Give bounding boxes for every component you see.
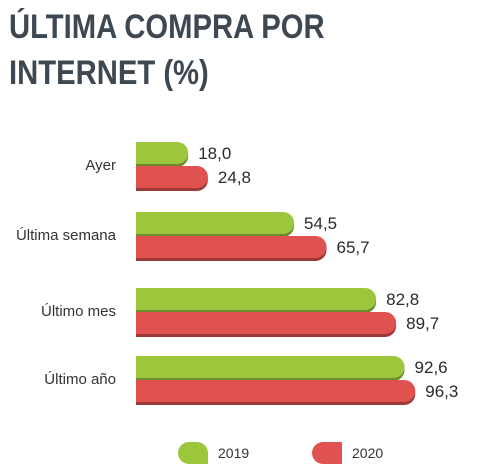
value-label-2019: 92,6 (415, 358, 448, 377)
bar-2019 (136, 212, 295, 234)
value-label-2020: 96,3 (425, 382, 458, 401)
legend-swatch-2020 (312, 442, 342, 464)
legend-label-2020: 2020 (352, 445, 384, 461)
category-label: Último año (44, 371, 116, 388)
value-label-2020: 24,8 (218, 168, 251, 187)
value-label-2019: 18,0 (198, 144, 231, 163)
value-label-2019: 82,8 (386, 290, 419, 309)
bar-2019 (136, 142, 189, 164)
category-label: Ayer (85, 157, 116, 174)
value-label-2020: 89,7 (406, 314, 439, 333)
bar-2020 (136, 312, 397, 334)
bar-2020 (136, 166, 208, 188)
legend-item-2019: 2019 (178, 440, 249, 466)
chart-title: ÚLTIMA COMPRA POR INTERNET (%) (9, 4, 413, 96)
bar-2020 (136, 236, 327, 258)
value-label-2019: 54,5 (304, 214, 337, 233)
bar-chart: Ayer 18,0 24,8 Última semana 54,565,7 Último … (16, 142, 458, 405)
bar-2019 (136, 288, 377, 310)
legend-item-2020: 2020 (312, 440, 383, 466)
title-line-2: INTERNET (%) (9, 54, 209, 92)
bar-2020 (136, 380, 416, 402)
category-label: Última semana (16, 227, 117, 244)
bar-2019 (136, 356, 405, 378)
legend: 2019 2020 (0, 440, 490, 466)
title-line-1: ÚLTIMA COMPRA POR (9, 8, 325, 46)
legend-swatch-2019 (178, 442, 208, 464)
value-label-2020: 65,7 (337, 238, 370, 257)
legend-label-2019: 2019 (218, 445, 250, 461)
category-label: Último mes (41, 303, 116, 320)
